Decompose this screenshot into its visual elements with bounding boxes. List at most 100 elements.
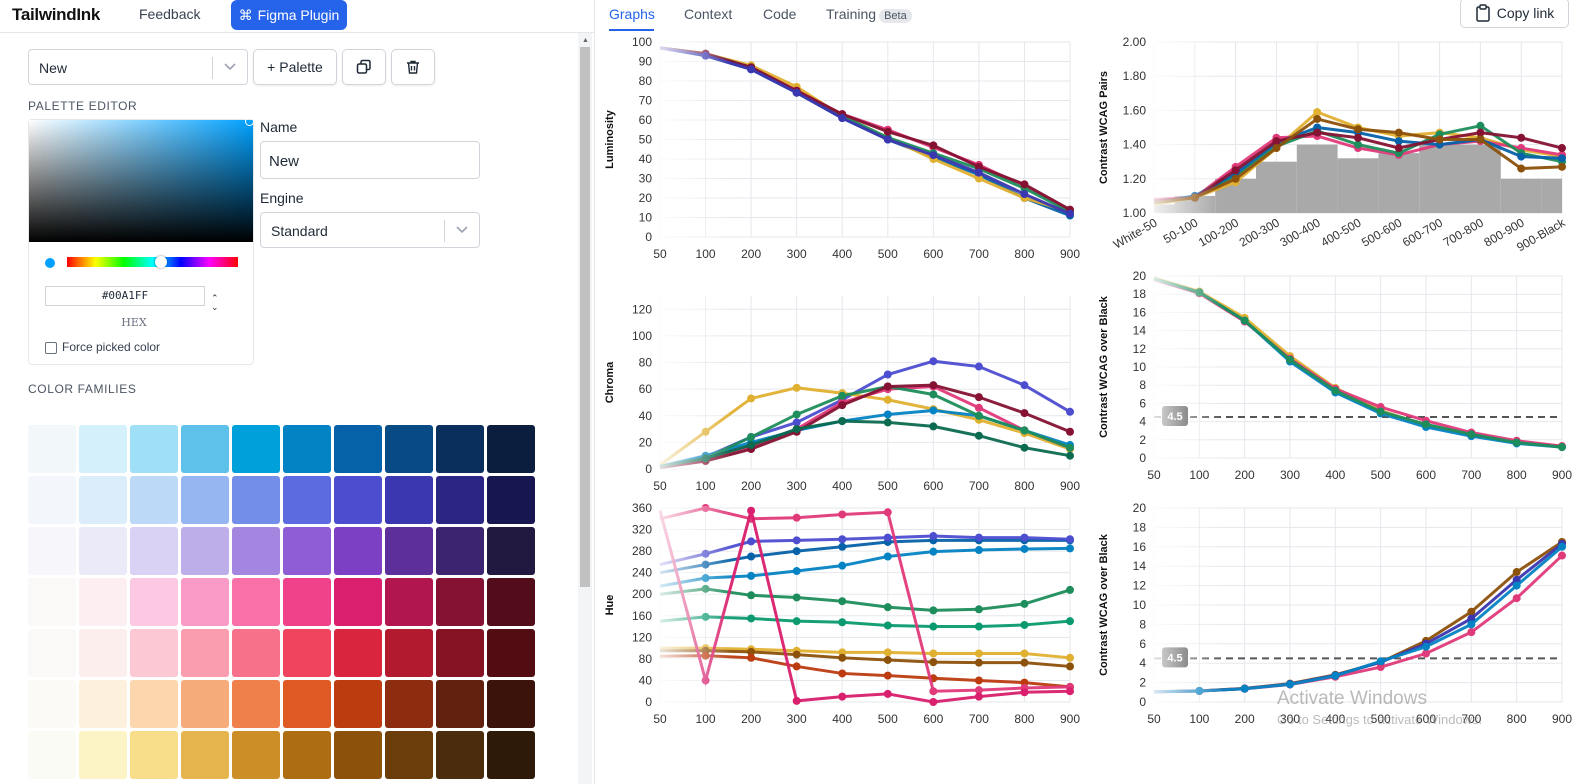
color-swatch[interactable] bbox=[232, 425, 280, 473]
color-swatch[interactable] bbox=[385, 731, 433, 779]
color-swatch[interactable] bbox=[385, 425, 433, 473]
color-swatch[interactable] bbox=[436, 425, 484, 473]
tab-context[interactable]: Context bbox=[684, 6, 733, 22]
color-swatch[interactable] bbox=[28, 629, 76, 677]
hue-slider[interactable] bbox=[67, 257, 238, 267]
color-swatch[interactable] bbox=[79, 680, 127, 728]
delete-palette-button[interactable] bbox=[391, 49, 435, 85]
color-swatch[interactable] bbox=[385, 680, 433, 728]
tab-graphs[interactable]: Graphs bbox=[609, 6, 655, 22]
color-swatch[interactable] bbox=[28, 731, 76, 779]
color-swatch[interactable] bbox=[334, 578, 382, 626]
color-swatch[interactable] bbox=[283, 629, 331, 677]
color-swatch[interactable] bbox=[487, 731, 535, 779]
color-swatch[interactable] bbox=[334, 425, 382, 473]
color-swatch[interactable] bbox=[28, 578, 76, 626]
color-swatch[interactable] bbox=[283, 578, 331, 626]
color-swatch[interactable] bbox=[181, 731, 229, 779]
color-swatch[interactable] bbox=[283, 527, 331, 575]
color-swatch[interactable] bbox=[436, 680, 484, 728]
color-swatch[interactable] bbox=[283, 731, 331, 779]
data-point bbox=[883, 410, 892, 419]
color-swatch[interactable] bbox=[181, 476, 229, 524]
color-swatch[interactable] bbox=[436, 476, 484, 524]
color-swatch[interactable] bbox=[181, 527, 229, 575]
color-swatch[interactable] bbox=[283, 425, 331, 473]
color-swatch[interactable] bbox=[28, 476, 76, 524]
y-tick-label: 20 bbox=[639, 191, 653, 205]
color-swatch[interactable] bbox=[79, 476, 127, 524]
scroll-up-icon[interactable]: ▲ bbox=[582, 37, 589, 44]
saturation-value-area[interactable] bbox=[29, 120, 253, 242]
color-swatch[interactable] bbox=[385, 476, 433, 524]
color-swatch[interactable] bbox=[28, 425, 76, 473]
color-swatch[interactable] bbox=[436, 578, 484, 626]
color-swatch[interactable] bbox=[385, 629, 433, 677]
color-swatch[interactable] bbox=[487, 527, 535, 575]
color-swatch[interactable] bbox=[232, 476, 280, 524]
color-swatch[interactable] bbox=[436, 731, 484, 779]
color-swatch[interactable] bbox=[436, 629, 484, 677]
color-swatch[interactable] bbox=[130, 629, 178, 677]
color-swatch[interactable] bbox=[385, 578, 433, 626]
contrast-bar bbox=[1500, 178, 1542, 213]
add-palette-button[interactable]: + Palette bbox=[253, 49, 337, 85]
color-swatch[interactable] bbox=[181, 629, 229, 677]
color-swatch[interactable] bbox=[130, 578, 178, 626]
color-swatch[interactable] bbox=[334, 527, 382, 575]
color-swatch[interactable] bbox=[130, 731, 178, 779]
color-swatch[interactable] bbox=[232, 527, 280, 575]
color-swatch[interactable] bbox=[232, 629, 280, 677]
color-swatch[interactable] bbox=[334, 476, 382, 524]
color-swatch[interactable] bbox=[283, 476, 331, 524]
color-swatch[interactable] bbox=[487, 578, 535, 626]
color-swatch[interactable] bbox=[487, 425, 535, 473]
color-swatch[interactable] bbox=[181, 680, 229, 728]
color-swatch[interactable] bbox=[385, 527, 433, 575]
data-point bbox=[1435, 135, 1444, 144]
color-swatch[interactable] bbox=[487, 680, 535, 728]
force-color-checkbox[interactable] bbox=[45, 342, 57, 354]
hex-input[interactable]: #00A1FF bbox=[45, 286, 205, 306]
color-swatch[interactable] bbox=[334, 680, 382, 728]
tab-training[interactable]: Training Beta bbox=[826, 6, 912, 23]
color-swatch[interactable] bbox=[79, 527, 127, 575]
name-input[interactable]: New bbox=[260, 141, 480, 179]
color-swatch[interactable] bbox=[79, 731, 127, 779]
color-swatch[interactable] bbox=[181, 578, 229, 626]
color-swatch[interactable] bbox=[130, 425, 178, 473]
color-swatch[interactable] bbox=[181, 425, 229, 473]
tab-code[interactable]: Code bbox=[763, 6, 797, 22]
figma-plugin-button[interactable]: ⌘ Figma Plugin bbox=[231, 0, 347, 30]
color-swatch[interactable] bbox=[28, 527, 76, 575]
color-swatch[interactable] bbox=[436, 527, 484, 575]
duplicate-palette-button[interactable] bbox=[342, 49, 386, 85]
hex-toggle[interactable]: ⌃ ⌄ bbox=[211, 293, 219, 312]
color-swatch[interactable] bbox=[334, 731, 382, 779]
engine-select[interactable]: Standard bbox=[260, 212, 480, 248]
color-swatch[interactable] bbox=[487, 476, 535, 524]
color-swatch[interactable] bbox=[79, 425, 127, 473]
color-swatch[interactable] bbox=[283, 680, 331, 728]
sv-handle[interactable] bbox=[245, 117, 254, 126]
app-logo[interactable]: TailwindInk bbox=[12, 5, 101, 24]
color-swatch[interactable] bbox=[28, 680, 76, 728]
color-swatch[interactable] bbox=[334, 629, 382, 677]
left-scrollbar[interactable]: ▲ bbox=[578, 33, 592, 784]
data-point bbox=[883, 603, 892, 612]
scroll-thumb[interactable] bbox=[580, 47, 590, 587]
color-swatch[interactable] bbox=[130, 476, 178, 524]
color-swatch[interactable] bbox=[130, 527, 178, 575]
color-swatch[interactable] bbox=[487, 629, 535, 677]
color-swatch[interactable] bbox=[232, 680, 280, 728]
color-swatch[interactable] bbox=[79, 578, 127, 626]
feedback-link[interactable]: Feedback bbox=[139, 6, 201, 22]
color-swatch[interactable] bbox=[130, 680, 178, 728]
copy-link-button[interactable]: Copy link bbox=[1460, 0, 1569, 28]
hue-handle[interactable] bbox=[155, 256, 167, 268]
color-swatch[interactable] bbox=[79, 629, 127, 677]
palette-select[interactable]: New bbox=[28, 49, 248, 85]
color-swatch[interactable] bbox=[232, 578, 280, 626]
data-point bbox=[747, 537, 756, 546]
color-swatch[interactable] bbox=[232, 731, 280, 779]
